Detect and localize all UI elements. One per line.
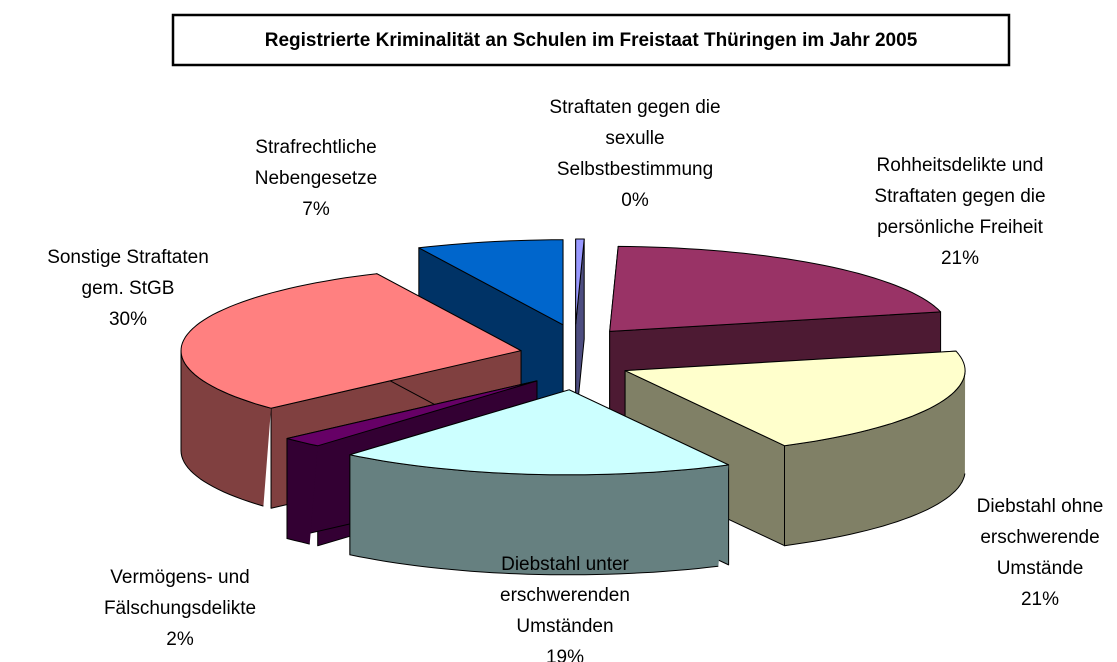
slice-label: erschwerenden: [500, 585, 630, 606]
slice-value-label: 2%: [166, 629, 194, 650]
slice-label: gem. StGB: [82, 278, 175, 299]
slice-label: Strafrechtliche: [255, 137, 376, 158]
slice-label: Diebstahl ohne: [977, 496, 1104, 517]
slice-label: Diebstahl unter: [501, 554, 629, 575]
slice-label: Umständen: [516, 616, 613, 637]
slice-top: [349, 389, 730, 476]
slice-label: Straftaten gegen die: [549, 97, 720, 118]
slice-label: Fälschungsdelikte: [104, 598, 256, 619]
slice-label: Nebengesetze: [255, 168, 378, 189]
slice-value-label: 30%: [109, 309, 147, 330]
slice-value-label: 19%: [546, 647, 584, 662]
slice-top: [180, 273, 522, 409]
slice-top: [609, 245, 942, 332]
slice-label: Umstände: [997, 558, 1084, 579]
chart-title: Registrierte Kriminalität an Schulen im …: [265, 30, 918, 51]
slice-label: Vermögens- und: [110, 567, 249, 588]
slice-value-label: 7%: [302, 199, 330, 220]
slice-top: [575, 238, 585, 325]
slice-top: [418, 239, 564, 326]
slice-label: Straftaten gegen die: [874, 186, 1045, 207]
slice-value-label: 21%: [941, 248, 979, 269]
slice-value-label: 21%: [1021, 589, 1059, 610]
slice-top: [624, 350, 966, 447]
slice-label: erschwerende: [980, 527, 1099, 548]
title-box: [171, 13, 1011, 67]
slice-value-label: 0%: [621, 190, 649, 211]
slice-top: [286, 380, 538, 447]
slice-label: sexulle: [605, 128, 664, 149]
slice-label: Sonstige Straftaten: [47, 247, 209, 268]
slice-label: persönliche Freiheit: [877, 217, 1044, 238]
slice-label: Rohheitsdelikte und: [877, 155, 1044, 176]
slice-label: Selbstbestimmung: [557, 159, 713, 180]
